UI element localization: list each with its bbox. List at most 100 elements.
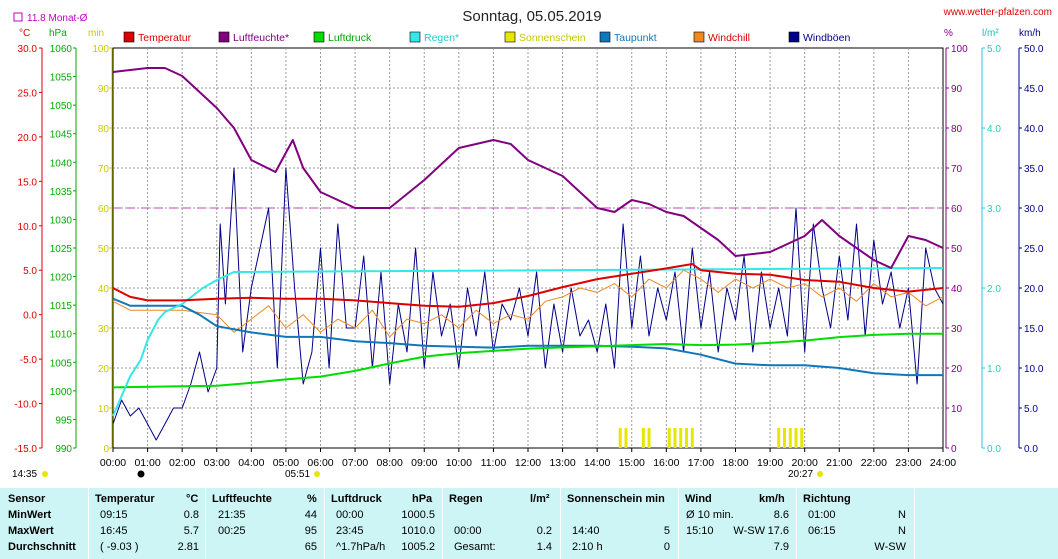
axis-label-min: 50 xyxy=(98,244,110,255)
axis-label-hpa: 1040 xyxy=(50,158,73,169)
stat-hum-v: 65 xyxy=(304,541,317,553)
axis-label-temp: 5.0 xyxy=(23,266,37,277)
stat-temp-v: 0.8 xyxy=(183,509,199,521)
axis-label-min: 70 xyxy=(98,164,110,175)
axis-label-hpa: 1045 xyxy=(50,130,73,141)
axis-label-min: 100 xyxy=(92,44,109,55)
stat-press-t: 00:00 xyxy=(336,509,364,521)
x-tick-label: 02:00 xyxy=(169,457,195,469)
axis-label-pct: 30 xyxy=(951,324,963,335)
sunshine-bar xyxy=(777,428,781,448)
header-sun: Sonnenschein min xyxy=(567,493,665,505)
x-tick-label: 20:00 xyxy=(792,457,818,469)
weather-chart: Sonntag, 05.05.2019 www.wetter-pfalzen.c… xyxy=(12,7,1052,480)
sunshine-bar xyxy=(624,428,628,448)
x-tick-label: 14:00 xyxy=(584,457,610,469)
axis-label-kmh: 0.0 xyxy=(1024,444,1038,455)
x-axis: 00:00 01:00 02:00 03:00 04:00 05:00 06:00 07:00… xyxy=(100,448,956,469)
axis-label-min: 20 xyxy=(98,364,110,375)
stat-dir-v: W-SW xyxy=(874,541,906,553)
x-tick-label: 07:00 xyxy=(342,457,368,469)
x-tick-label: 24:00 xyxy=(930,457,956,469)
axis-label-hpa: 995 xyxy=(55,415,72,426)
legend-swatch xyxy=(218,31,230,43)
x-tick-label: 21:00 xyxy=(826,457,852,469)
sunshine-bar xyxy=(618,428,622,448)
unit-hpa: hPa xyxy=(49,28,67,39)
sunshine-bar xyxy=(679,428,683,448)
stats-panel: Sensor Temperatur °C Luftfeuchte % Luftd… xyxy=(0,487,1058,559)
axis-label-hpa: 1000 xyxy=(50,387,73,398)
sunshine-bar xyxy=(673,428,677,448)
unit-min: min xyxy=(88,28,104,39)
stat-hum-t: 00:25 xyxy=(218,525,246,537)
legend-swatch xyxy=(313,31,325,43)
stat-temp-v: 2.81 xyxy=(177,541,199,553)
axis-label-kmh: 30.0 xyxy=(1024,204,1044,215)
legend-swatch xyxy=(599,31,611,43)
stat-wind-t: 15:10 xyxy=(686,525,714,537)
x-tick-label: 06:00 xyxy=(307,457,333,469)
sunshine-bar xyxy=(667,428,671,448)
legend-swatch xyxy=(504,31,516,43)
x-tick-label: 11:00 xyxy=(481,457,507,469)
axis-label-temp: -5.0 xyxy=(20,355,38,366)
axis-label-kmh: 35.0 xyxy=(1024,164,1044,175)
stat-temp-t: ( -9.03 ) xyxy=(100,541,139,553)
legend-label: Temperatur xyxy=(138,32,192,44)
unit-pct: % xyxy=(944,28,953,39)
header-rain-unit: l/m² xyxy=(530,493,550,505)
sunshine-bar xyxy=(690,428,694,448)
axis-label-kmh: 45.0 xyxy=(1024,84,1044,95)
axis-label-hpa: 1010 xyxy=(50,330,73,341)
axis-label-temp: 10.0 xyxy=(18,222,38,233)
chart-legend: Temperatur Luftfeuchte* Luftdruck Regen* Son… xyxy=(123,31,850,44)
sunshine-bar xyxy=(647,428,651,448)
axis-label-kmh: 40.0 xyxy=(1024,124,1044,135)
axis-label-lm2: 1.0 xyxy=(987,364,1001,375)
axis-label-min: 60 xyxy=(98,204,110,215)
axis-label-temp: -10.0 xyxy=(14,400,37,411)
sunrise-time: 05:51 xyxy=(285,469,310,480)
legend-label: Regen* xyxy=(424,32,459,44)
axis-label-min: 10 xyxy=(98,404,110,415)
axis-label-hpa: 1030 xyxy=(50,215,73,226)
axis-label-hpa: 1050 xyxy=(50,101,73,112)
sunshine-bar xyxy=(794,428,798,448)
legend-swatch xyxy=(409,31,421,43)
axis-label-hpa: 990 xyxy=(55,444,72,455)
stat-wind-v: 8.6 xyxy=(773,509,789,521)
stat-rain-v: 1.4 xyxy=(536,541,552,553)
legend-swatch xyxy=(123,31,135,43)
midnight-marker xyxy=(137,470,145,478)
axis-label-lm2: 4.0 xyxy=(987,124,1001,135)
sunset-marker xyxy=(817,471,823,477)
stat-sun-v: 0 xyxy=(663,541,670,553)
axis-label-kmh: 5.0 xyxy=(1024,404,1038,415)
legend-label: Windchill xyxy=(708,32,750,44)
time-left-marker xyxy=(42,471,48,477)
x-tick-label: 09:00 xyxy=(411,457,437,469)
stat-rain-t: Gesamt: xyxy=(454,541,496,553)
stat-press-t: ^1.7hPa/h xyxy=(336,541,386,553)
stat-dir-t: 06:15 xyxy=(808,525,836,537)
header-sensor: Sensor xyxy=(8,493,46,505)
axis-label-temp: 25.0 xyxy=(18,88,38,99)
stat-rain-v: 0.2 xyxy=(536,525,552,537)
series-windchill xyxy=(112,269,944,338)
axis-label-hpa: 1015 xyxy=(50,301,73,312)
legend-swatch xyxy=(693,31,705,43)
stat-temp-t: 16:45 xyxy=(100,525,128,537)
site-link[interactable]: www.wetter-pfalzen.com xyxy=(943,7,1052,18)
legend-swatch xyxy=(788,31,800,43)
axis-label-min: 80 xyxy=(98,124,110,135)
axis-label-pct: 90 xyxy=(951,84,963,95)
axis-label-kmh: 25.0 xyxy=(1024,244,1044,255)
axis-label-kmh: 15.0 xyxy=(1024,324,1044,335)
stat-sun-t: 14:40 xyxy=(572,525,600,537)
time-left: 14:35 xyxy=(12,469,37,480)
stat-press-t: 23:45 xyxy=(336,525,364,537)
axis-label-hpa: 1020 xyxy=(50,273,73,284)
x-tick-label: 22:00 xyxy=(861,457,887,469)
stat-hum-v: 95 xyxy=(304,525,317,537)
